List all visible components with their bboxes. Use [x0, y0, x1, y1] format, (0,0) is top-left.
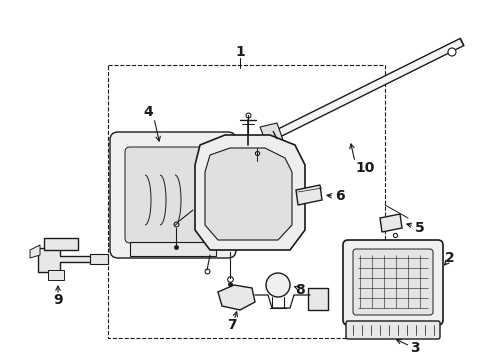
- Polygon shape: [38, 248, 92, 272]
- FancyBboxPatch shape: [343, 240, 443, 325]
- Text: 1: 1: [235, 45, 245, 59]
- Text: 7: 7: [227, 318, 237, 332]
- FancyBboxPatch shape: [125, 147, 221, 243]
- Text: 5: 5: [415, 221, 425, 235]
- Text: 6: 6: [335, 189, 345, 203]
- Polygon shape: [205, 148, 292, 240]
- Circle shape: [266, 273, 290, 297]
- Polygon shape: [260, 123, 283, 145]
- Text: 3: 3: [410, 341, 420, 355]
- Polygon shape: [195, 135, 305, 250]
- Polygon shape: [296, 185, 322, 205]
- Text: 8: 8: [295, 283, 305, 297]
- Text: 10: 10: [355, 161, 375, 175]
- Polygon shape: [218, 285, 255, 310]
- Polygon shape: [90, 254, 108, 264]
- Polygon shape: [308, 288, 328, 310]
- Polygon shape: [380, 214, 402, 232]
- Polygon shape: [130, 242, 216, 256]
- Polygon shape: [44, 238, 78, 250]
- Polygon shape: [48, 270, 64, 280]
- Polygon shape: [30, 245, 40, 258]
- FancyBboxPatch shape: [110, 132, 236, 258]
- Circle shape: [448, 48, 456, 56]
- Bar: [108, 65, 385, 338]
- Text: 4: 4: [143, 105, 153, 119]
- FancyBboxPatch shape: [346, 321, 440, 339]
- Text: 2: 2: [445, 251, 455, 265]
- FancyBboxPatch shape: [353, 249, 433, 315]
- Polygon shape: [273, 39, 464, 139]
- Text: 9: 9: [53, 293, 63, 307]
